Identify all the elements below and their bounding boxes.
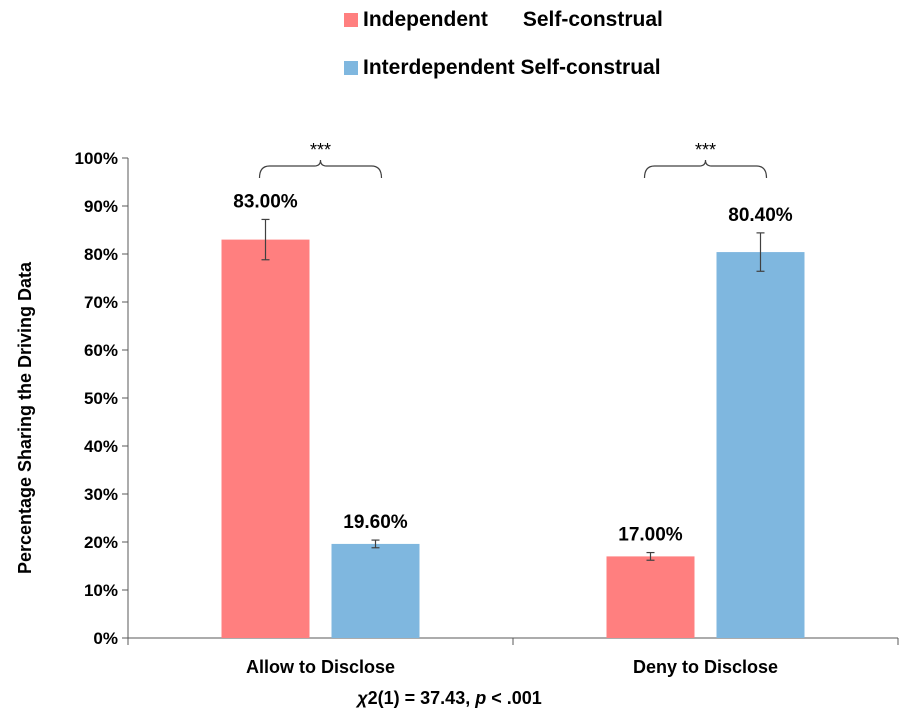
- data-label: 19.60%: [343, 512, 408, 533]
- y-tick-label: 60%: [84, 341, 118, 360]
- bar-independent: [221, 239, 310, 638]
- chi-value: 2(1) = 37.43,: [367, 688, 476, 708]
- data-label: 80.40%: [728, 205, 793, 226]
- legend-label-interdependent: Interdependent Self-construal: [363, 56, 661, 79]
- legend-item-independent: Independent Self-construal: [344, 8, 663, 32]
- category-label: Allow to Disclose: [246, 657, 395, 677]
- legend-label-independent: Independent Self-construal: [363, 8, 663, 31]
- p-symbol: p: [475, 688, 487, 708]
- y-tick-label: 80%: [84, 245, 118, 264]
- y-tick-label: 30%: [84, 485, 118, 504]
- y-tick-label: 10%: [84, 581, 118, 600]
- legend-swatch-independent: [344, 13, 358, 27]
- y-tick-label: 100%: [75, 149, 118, 168]
- bar-interdependent: [331, 543, 420, 638]
- y-tick-label: 0%: [93, 629, 118, 648]
- data-label: 17.00%: [618, 525, 683, 546]
- legend-item-interdependent: Interdependent Self-construal: [344, 56, 661, 80]
- category-label: Deny to Disclose: [633, 657, 778, 677]
- y-tick-label: 70%: [84, 293, 118, 312]
- footer-statistic: χ2(1) = 37.43, p < .001: [0, 688, 899, 709]
- y-tick-label: 20%: [84, 533, 118, 552]
- p-value: < .001: [486, 688, 542, 708]
- bar-independent: [606, 556, 695, 638]
- significance-marker: ***: [695, 140, 716, 160]
- legend-swatch-interdependent: [344, 61, 358, 75]
- significance-bracket: [643, 159, 768, 179]
- y-tick-label: 90%: [84, 197, 118, 216]
- significance-marker: ***: [310, 140, 331, 160]
- significance-bracket: [258, 159, 383, 179]
- chi-symbol: χ: [357, 688, 368, 708]
- y-axis-label: Percentage Sharing the Driving Data: [15, 261, 35, 574]
- data-label: 83.00%: [233, 191, 298, 212]
- y-tick-label: 50%: [84, 389, 118, 408]
- y-tick-label: 40%: [84, 437, 118, 456]
- bar-interdependent: [716, 252, 805, 638]
